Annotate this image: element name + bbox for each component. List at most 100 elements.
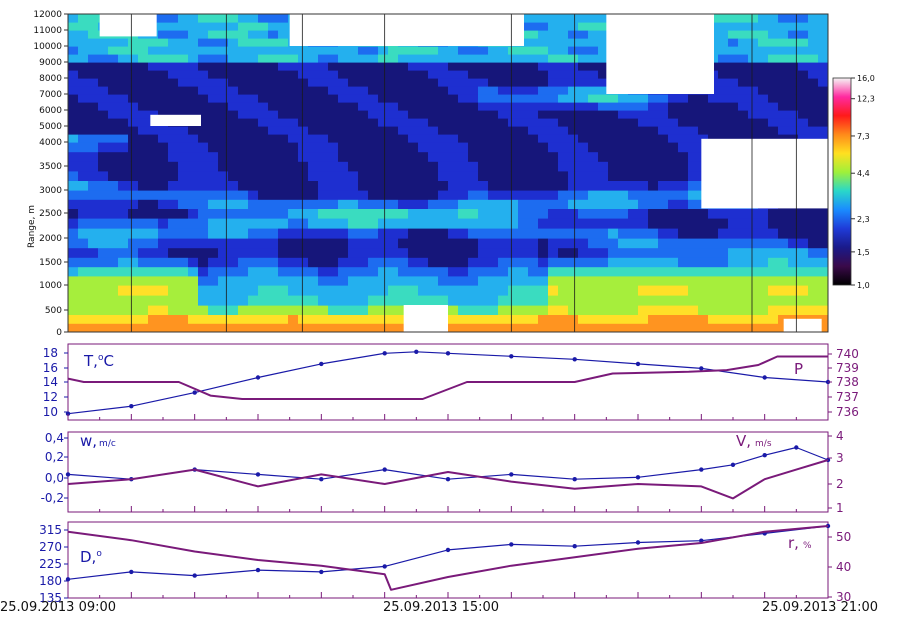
heatmap-cell — [628, 247, 639, 258]
heatmap-cell — [538, 247, 549, 258]
heatmap-cell — [688, 94, 699, 103]
heatmap-cell — [508, 161, 519, 172]
heatmap-cell — [228, 170, 239, 181]
heatmap-cell — [538, 199, 549, 209]
heatmap-cell — [368, 54, 379, 63]
heatmap-cell — [518, 266, 529, 277]
heatmap-cell — [808, 38, 819, 47]
heatmap-cell — [218, 161, 229, 172]
heatmap-cell — [198, 218, 209, 229]
heatmap-cell — [498, 94, 509, 103]
heatmap-cell — [318, 62, 329, 71]
heatmap-cell — [148, 247, 159, 258]
heatmap-cell — [488, 70, 499, 79]
heatmap-cell — [818, 22, 828, 31]
heatmap-cell — [758, 208, 769, 219]
heatmap-cell — [668, 247, 679, 258]
heatmap-cell — [258, 94, 269, 103]
heatmap-cell — [738, 126, 749, 135]
heatmap-cell — [98, 110, 109, 119]
heatmap-cell — [78, 86, 89, 95]
heatmap-cell — [278, 86, 289, 95]
heatmap-cell — [588, 126, 599, 135]
heatmap-cell — [758, 62, 769, 71]
heatmap-cell — [728, 323, 739, 332]
heatmap-cell — [338, 110, 349, 119]
heatmap-cell — [98, 238, 109, 249]
heatmap-cell — [408, 54, 419, 63]
heatmap-cell — [308, 180, 319, 191]
heatmap-cell — [428, 86, 439, 95]
heatmap-cell — [678, 190, 689, 200]
heatmap-cell — [688, 142, 699, 153]
heatmap-cell — [648, 126, 659, 135]
heatmap-cell — [88, 62, 99, 71]
heatmap-cell — [658, 285, 669, 296]
heatmap-cell — [528, 134, 539, 143]
heatmap-cell — [598, 247, 609, 258]
heatmap-cell — [348, 238, 359, 249]
heatmap-cell — [488, 94, 499, 103]
range-tick-label: 9000 — [39, 58, 62, 68]
heatmap-cell — [638, 151, 649, 162]
heatmap-cell — [108, 247, 119, 258]
range-tick-label: 0 — [56, 328, 62, 338]
heatmap-cell — [788, 54, 799, 63]
heatmap-cell — [728, 257, 739, 268]
heatmap-cell — [758, 110, 769, 119]
range-tick-label: 3000 — [39, 186, 62, 196]
heatmap-cell — [728, 70, 739, 79]
heatmap-cell — [298, 161, 309, 172]
heatmap-cell — [718, 228, 729, 239]
heatmap-cell — [638, 94, 649, 103]
heatmap-cell — [498, 110, 509, 119]
heatmap-cell — [128, 285, 139, 296]
heatmap-cell — [198, 295, 209, 306]
heatmap-cell — [108, 102, 119, 111]
heatmap-cell — [228, 14, 239, 23]
heatmap-cell — [508, 266, 519, 277]
heatmap-cell — [258, 134, 269, 143]
heatmap-cell — [68, 314, 79, 324]
heatmap-cell — [68, 30, 79, 39]
heatmap-cell — [668, 266, 679, 277]
heatmap-cell — [198, 94, 209, 103]
heatmap-cell — [798, 70, 809, 79]
heatmap-cell — [718, 295, 729, 306]
heatmap-cell — [578, 180, 589, 191]
heatmap-cell — [718, 134, 729, 143]
heatmap-cell — [628, 126, 639, 135]
heatmap-cell — [188, 110, 199, 119]
heatmap-cell — [368, 102, 379, 111]
heatmap-cell — [488, 314, 499, 324]
heatmap-cell — [138, 238, 149, 249]
heatmap-cell — [388, 218, 399, 229]
heatmap-cell — [208, 161, 219, 172]
heatmap-cell — [638, 305, 649, 315]
heatmap-cell — [138, 323, 149, 332]
heatmap-cell — [558, 102, 569, 111]
heatmap-cell — [668, 275, 679, 286]
heatmap-cell — [748, 118, 759, 127]
heatmap-cell — [128, 46, 139, 55]
heatmap-cell — [188, 46, 199, 55]
heatmap-cell — [698, 305, 709, 315]
heatmap-cell — [588, 46, 599, 55]
heatmap-cell — [138, 151, 149, 162]
heatmap-cell — [148, 86, 159, 95]
heatmap-cell — [238, 54, 249, 63]
heatmap-cell — [88, 118, 99, 127]
heatmap-cell — [78, 30, 89, 39]
heatmap-cell — [348, 257, 359, 268]
heatmap-cell — [718, 238, 729, 249]
heatmap-cell — [458, 78, 469, 87]
heatmap-cell — [488, 199, 499, 209]
heatmap-cell — [808, 208, 819, 219]
heatmap-cell — [248, 190, 259, 200]
heatmap-cell — [128, 266, 139, 277]
heatmap-cell — [128, 295, 139, 306]
heatmap-cell — [768, 62, 779, 71]
heatmap-cell — [538, 86, 549, 95]
heatmap-cell — [668, 228, 679, 239]
heatmap-cell — [458, 134, 469, 143]
